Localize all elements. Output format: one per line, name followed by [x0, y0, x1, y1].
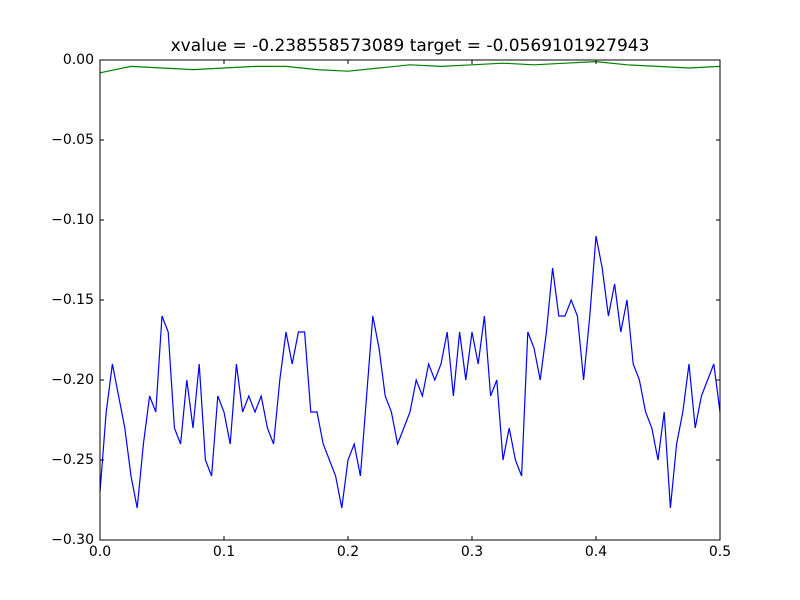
data-line: [99, 60, 721, 74]
x-tick-label: 0.3: [461, 544, 483, 560]
chart-title: xvalue = -0.238558573089 target = -0.056…: [171, 36, 650, 56]
y-tick-label: −0.05: [51, 132, 94, 148]
y-tick-label: −0.25: [51, 452, 94, 468]
x-tick-label: 0.5: [709, 544, 731, 560]
y-tick-label: −0.15: [51, 292, 94, 308]
data-line: [99, 235, 721, 509]
y-tick-label: −0.30: [51, 532, 94, 548]
y-tick-label: 0.00: [63, 52, 94, 68]
x-tick-label: 0.2: [337, 544, 359, 560]
x-tick-label: 0.4: [585, 544, 607, 560]
y-tick-label: −0.10: [51, 212, 94, 228]
y-tick-label: −0.20: [51, 372, 94, 388]
x-tick-label: 0.1: [213, 544, 235, 560]
x-tick-label: 0.0: [89, 544, 111, 560]
